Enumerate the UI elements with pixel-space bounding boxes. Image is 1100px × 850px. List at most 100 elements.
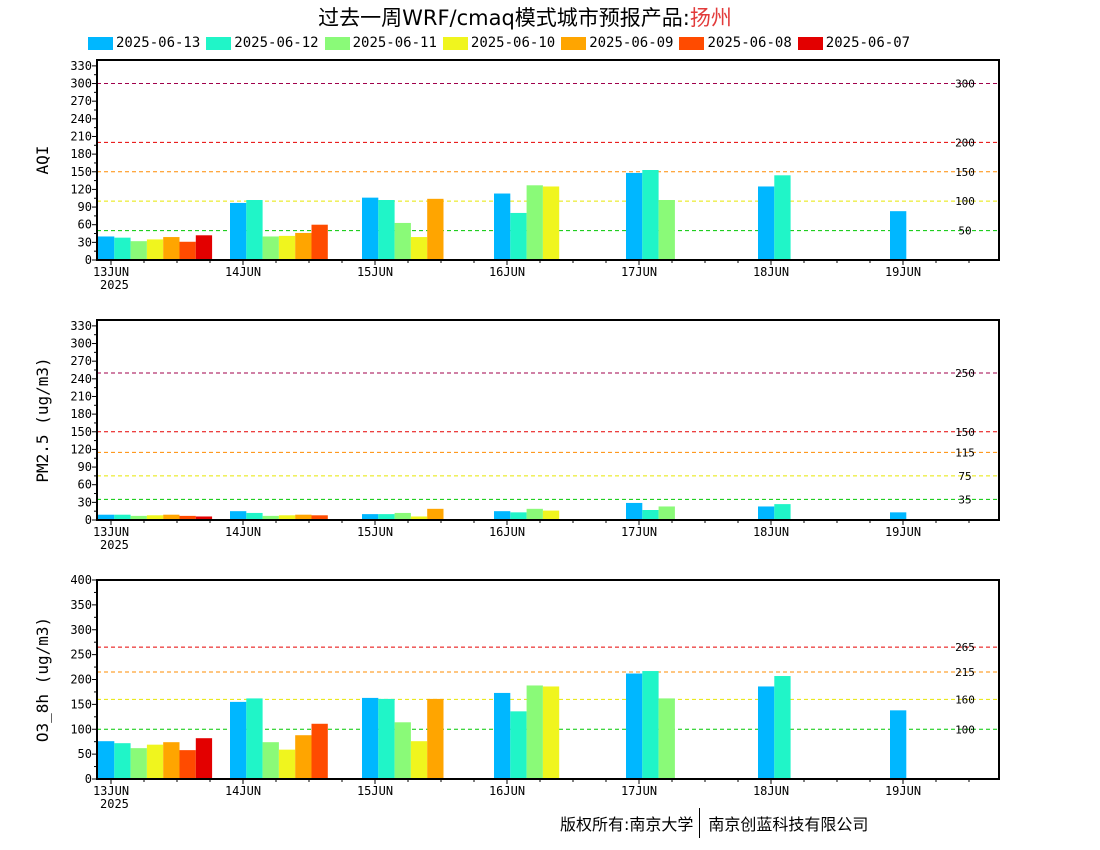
bar [163, 514, 180, 520]
x-tick-label: 14JUN [225, 525, 261, 539]
y-tick-label: 120 [70, 442, 92, 456]
y-tick-label: 300 [70, 623, 92, 637]
year-label: 2025 [100, 538, 129, 552]
bar [278, 235, 296, 260]
legend-label: 2025-06-13 [116, 35, 201, 51]
bar [890, 710, 907, 779]
y-tick-label: 270 [70, 354, 92, 368]
x-tick-label: 14JUN [225, 784, 261, 798]
threshold-label: 150 [955, 166, 975, 179]
title-city: 扬州 [689, 6, 732, 30]
copyright: 版权所有:南京大学 南京创蓝科技有限公司 [560, 808, 868, 838]
x-tick-label: 18JUN [753, 784, 789, 798]
threshold-label: 100 [955, 195, 975, 208]
y-tick-label: 150 [70, 425, 92, 439]
bar [130, 515, 147, 520]
y-tick-label: 330 [70, 319, 92, 333]
x-tick-label: 19JUN [885, 525, 921, 539]
chart-panel: 35 75 115 150 250 0 30 60 90 120 150 180 210 240 270 30… [33, 319, 1000, 552]
bar [658, 698, 675, 779]
bar [890, 512, 907, 520]
bar [526, 185, 543, 260]
bar [494, 511, 511, 520]
x-tick-label: 14JUN [225, 265, 261, 279]
y-tick-label: 90 [78, 200, 92, 214]
legend-swatch [88, 36, 113, 50]
bar [394, 722, 411, 779]
y-axis-label: AQI [33, 146, 52, 175]
y-tick-label: 400 [70, 573, 92, 587]
bar [114, 237, 131, 260]
chart-panel: 50 100 150 200 300 0 30 60 90 120 150 180 210 240 270 3… [33, 59, 1000, 292]
legend-item: 2025-06-08 [679, 34, 792, 52]
bar [311, 515, 328, 520]
bar [494, 193, 511, 260]
x-tick-label: 18JUN [753, 525, 789, 539]
bar [758, 186, 775, 260]
y-tick-label: 330 [70, 59, 92, 73]
bar [362, 514, 379, 520]
y-tick-label: 0 [85, 513, 92, 527]
bar [146, 515, 164, 520]
bar [262, 515, 279, 520]
x-tick-label: 19JUN [885, 265, 921, 279]
bar [230, 511, 247, 520]
legend-item: 2025-06-11 [324, 34, 437, 52]
bar [163, 237, 180, 260]
bar [427, 198, 444, 260]
bar [246, 698, 263, 779]
y-tick-label: 350 [70, 598, 92, 612]
bar [98, 514, 115, 520]
y-tick-label: 180 [70, 147, 92, 161]
legend: 2025-06-13 2025-06-12 2025-06-11 2025-06-10… [88, 34, 916, 52]
y-tick-label: 120 [70, 182, 92, 196]
bar [510, 711, 527, 779]
legend-label: 2025-06-12 [234, 35, 319, 51]
legend-label: 2025-06-08 [707, 35, 792, 51]
y-tick-label: 200 [70, 673, 92, 687]
bar [774, 175, 791, 260]
copyright-right: 南京创蓝科技有限公司 [708, 815, 869, 834]
bar [642, 671, 659, 779]
legend-label: 2025-06-10 [470, 35, 556, 51]
year-label: 2025 [100, 278, 129, 292]
bar [295, 735, 312, 779]
x-tick-label: 16JUN [489, 525, 525, 539]
y-tick-label: 150 [70, 165, 92, 179]
y-tick-label: 300 [70, 77, 92, 91]
bar [98, 236, 115, 260]
bar [179, 750, 196, 779]
y-tick-label: 0 [85, 253, 92, 267]
bar [526, 685, 543, 779]
bar [179, 515, 196, 520]
bar [195, 738, 213, 779]
bar [163, 742, 180, 779]
bar [311, 224, 328, 260]
legend-label: 2025-06-07 [825, 35, 911, 51]
bar [427, 698, 444, 779]
y-tick-label: 30 [78, 235, 92, 249]
plot-frame [96, 319, 1000, 521]
legend-item: 2025-06-12 [206, 34, 319, 52]
y-axis-label: O3_8h (ug/m3) [33, 617, 52, 742]
bar [410, 237, 428, 260]
legend-label: 2025-06-09 [589, 35, 674, 51]
year-label: 2025 [100, 797, 129, 811]
x-tick-label: 17JUN [621, 265, 657, 279]
x-tick-label: 17JUN [621, 784, 657, 798]
y-tick-label: 240 [70, 112, 92, 126]
legend-item: 2025-06-10 [442, 34, 556, 52]
legend-swatch [797, 36, 823, 50]
bar [311, 723, 328, 779]
plot-frame [96, 59, 1000, 261]
bar [626, 502, 643, 520]
bar [774, 676, 791, 779]
y-tick-label: 250 [70, 648, 92, 662]
x-tick-label: 15JUN [357, 784, 393, 798]
bar [278, 515, 296, 520]
bar [114, 743, 131, 779]
bar [394, 512, 411, 520]
bar [658, 506, 675, 520]
bar [295, 514, 312, 520]
